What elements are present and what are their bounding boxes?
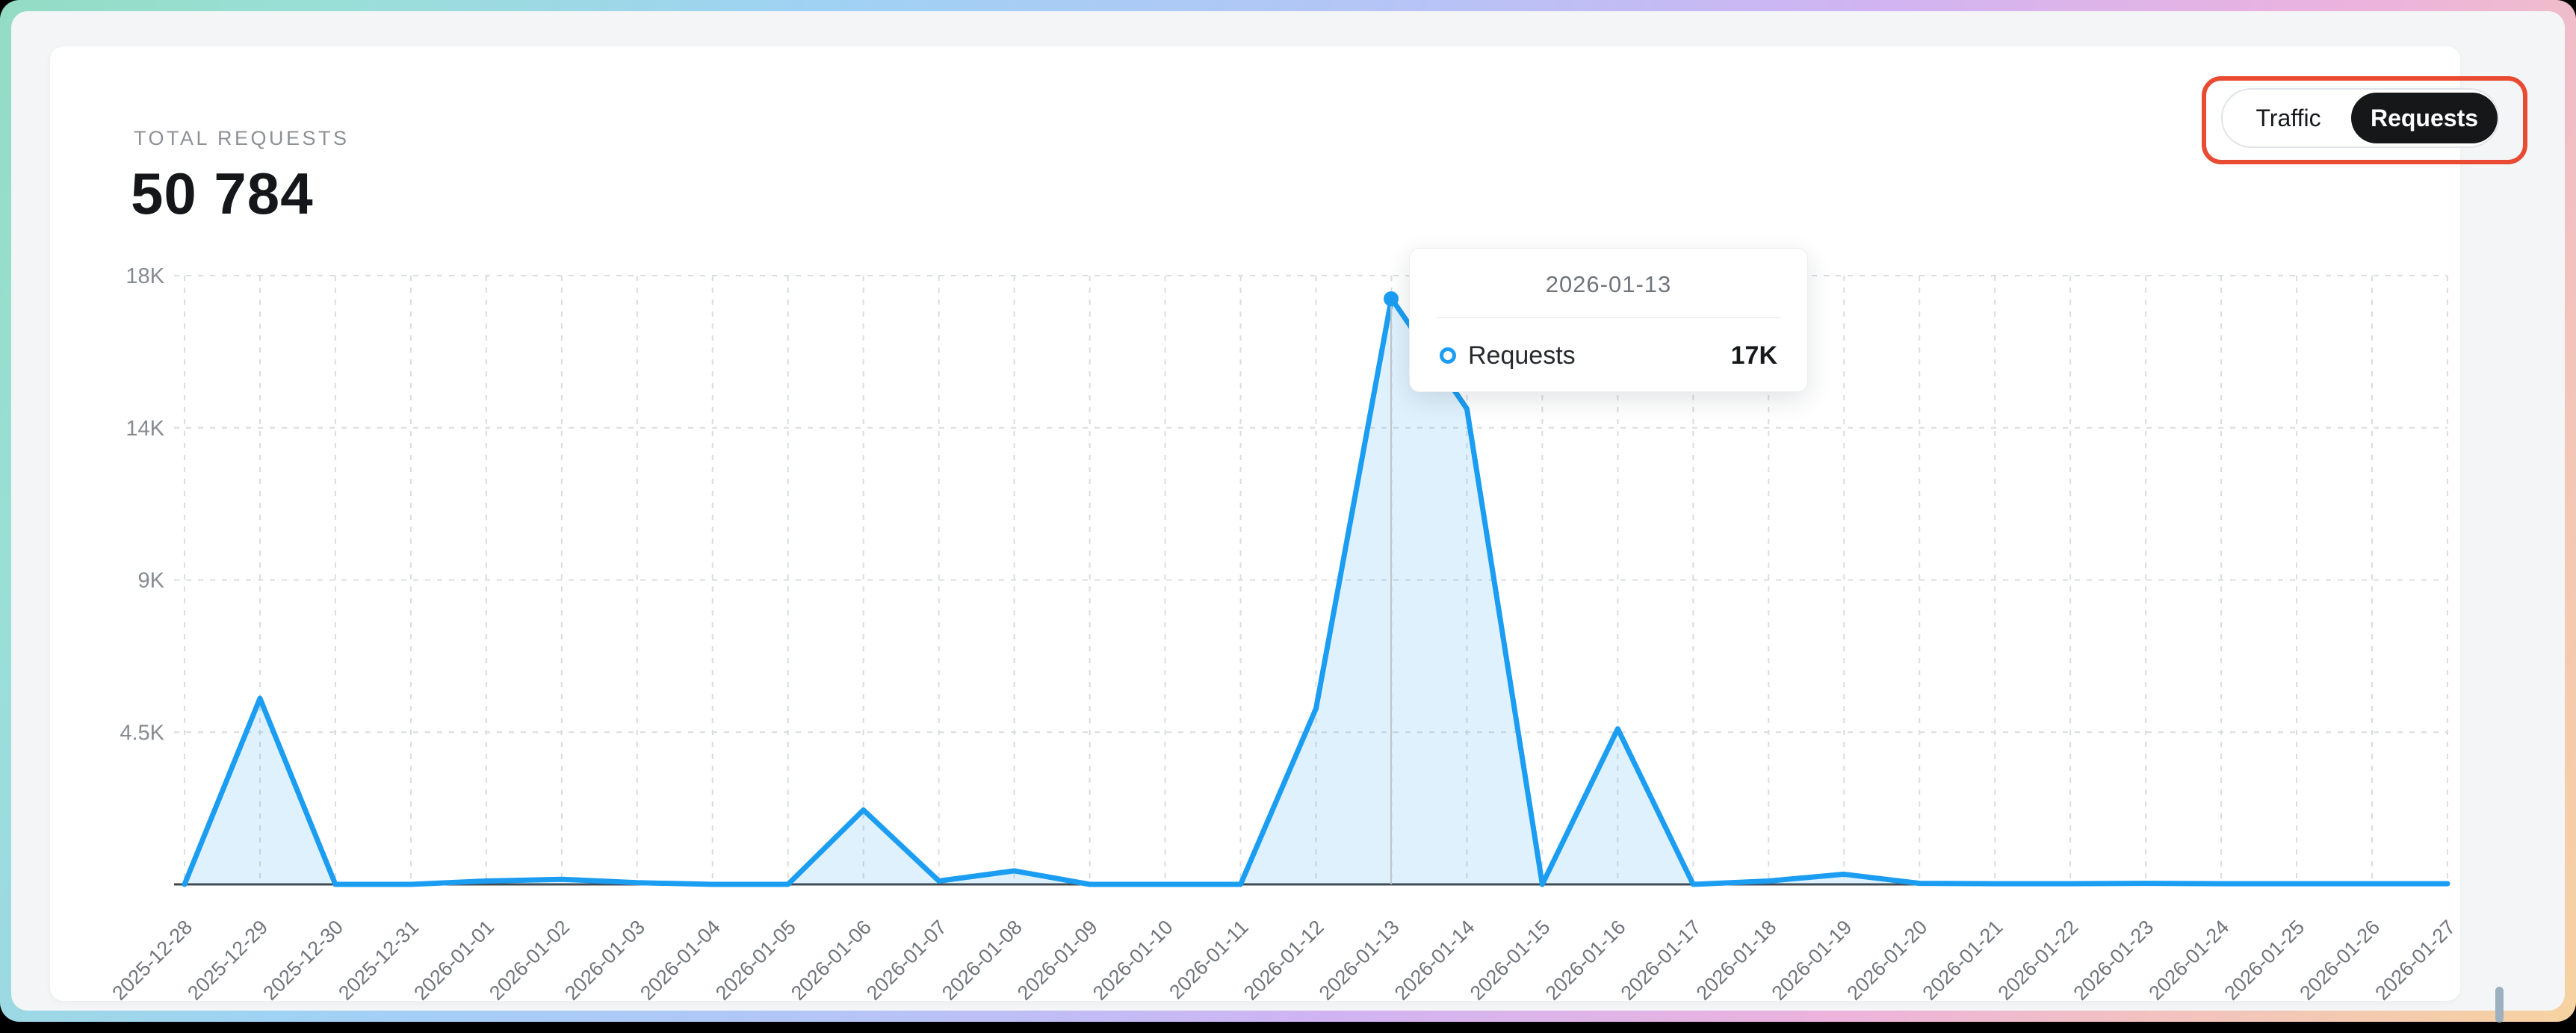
requests-area-chart[interactable]: 4.5K9K14K18K2025-12-282025-12-292025-12-…	[11, 11, 2576, 1033]
x-axis-tick: 2026-01-21	[1919, 916, 2007, 1005]
x-axis-tick: 2026-01-03	[560, 916, 649, 1005]
y-axis-tick: 9K	[138, 569, 165, 593]
x-axis-tick: 2026-01-07	[862, 916, 951, 1005]
x-axis-tick: 2025-12-28	[108, 916, 196, 1005]
x-axis-tick: 2025-12-29	[183, 916, 272, 1005]
x-axis-tick: 2026-01-05	[711, 916, 800, 1005]
x-axis-tick: 2026-01-27	[2371, 916, 2459, 1005]
y-axis-tick: 14K	[126, 417, 164, 441]
x-axis-tick: 2026-01-06	[787, 916, 876, 1005]
x-axis-tick: 2025-12-31	[334, 916, 423, 1005]
kpi-total-value: 50 784	[131, 161, 314, 226]
toggle-option-requests[interactable]: Requests	[2351, 93, 2498, 143]
x-axis-tick: 2026-01-22	[1994, 916, 2083, 1005]
x-axis-tick: 2026-01-13	[1315, 916, 1404, 1005]
x-axis-tick: 2026-01-04	[636, 916, 725, 1005]
x-axis-tick: 2026-01-01	[409, 916, 498, 1005]
y-axis-tick: 18K	[126, 264, 164, 288]
x-axis-tick: 2026-01-25	[2220, 916, 2309, 1005]
tooltip-row: Requests 17K	[1440, 337, 1777, 374]
tooltip-divider	[1437, 317, 1780, 318]
x-axis-tick: 2026-01-09	[1013, 916, 1102, 1005]
x-axis-tick: 2025-12-30	[258, 916, 347, 1005]
highlighted-point	[1384, 291, 1399, 306]
x-axis-tick: 2026-01-24	[2144, 916, 2233, 1005]
tooltip-date: 2026-01-13	[1545, 271, 1672, 297]
kpi-label: TOTAL REQUESTS	[134, 127, 350, 149]
chart-tooltip: 2026-01-13 Requests 17K	[1409, 248, 1808, 392]
x-axis-tick: 2026-01-17	[1617, 916, 1706, 1005]
x-axis-tick: 2026-01-08	[938, 916, 1027, 1005]
tooltip-series-label: Requests	[1468, 341, 1576, 370]
toggle-option-traffic[interactable]: Traffic	[2255, 104, 2321, 131]
x-axis-tick: 2026-01-11	[1165, 916, 1252, 1003]
series-marker-icon	[1440, 347, 1456, 364]
requests-line	[182, 296, 2450, 887]
y-axis-tick: 4.5K	[120, 721, 164, 745]
x-axis-tick: 2026-01-15	[1466, 916, 1555, 1005]
page-background: TOTAL REQUESTS 50 784 4.5K 9K 14K 18K 2025-1…	[11, 11, 2565, 1023]
chart-card: TOTAL REQUESTS 50 784	[50, 46, 2460, 1001]
x-axis-tick: 2026-01-16	[1541, 916, 1630, 1005]
x-axis-tick: 2026-01-12	[1239, 916, 1328, 1005]
area-fill	[185, 298, 2447, 884]
x-axis-tick: 2026-01-18	[1692, 916, 1781, 1005]
traffic-requests-toggle: Traffic Requests	[2221, 88, 2499, 148]
x-axis-tick: 2026-01-20	[1843, 916, 1932, 1005]
crosshair-line	[1390, 305, 1393, 884]
toggle-highlight-annotation: Traffic Requests	[2202, 76, 2527, 164]
x-axis-tick: 2026-01-23	[2069, 916, 2158, 1005]
tooltip-series-value: 17K	[1730, 341, 1777, 370]
scrollbar-thumb[interactable]	[2495, 987, 2504, 1023]
x-axis-tick: 2026-01-19	[1768, 916, 1857, 1005]
x-axis-tick: 2026-01-02	[485, 916, 574, 1005]
x-axis-tick: 2026-01-10	[1089, 916, 1177, 1005]
x-axis-tick: 2026-01-26	[2295, 916, 2384, 1005]
x-axis-tick: 2026-01-14	[1390, 916, 1479, 1005]
